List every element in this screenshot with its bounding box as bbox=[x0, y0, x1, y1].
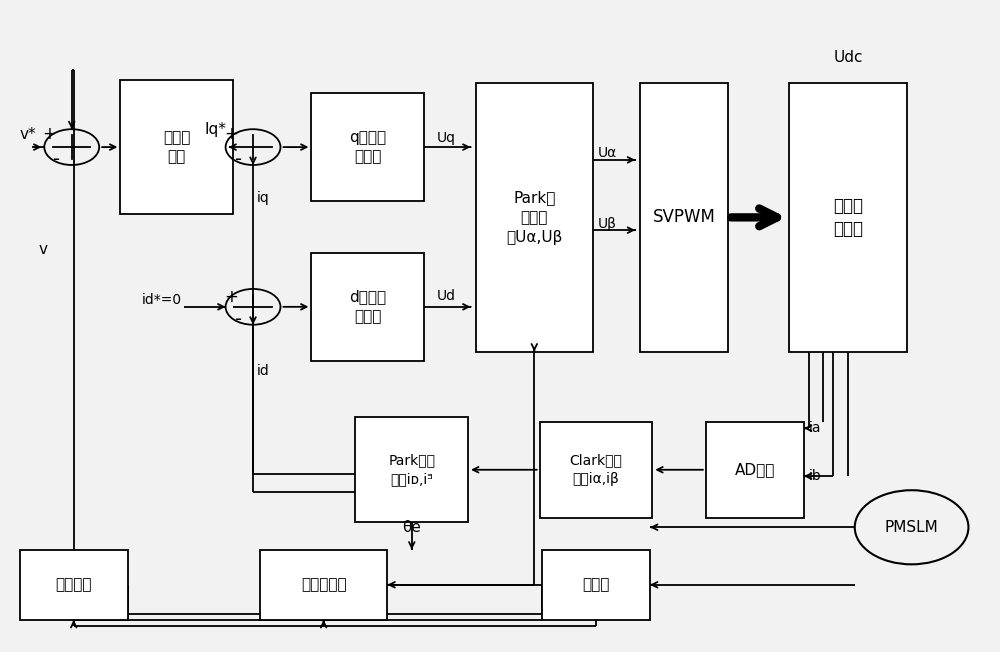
Text: AD采样: AD采样 bbox=[735, 462, 775, 477]
Text: PMSLM: PMSLM bbox=[885, 520, 938, 535]
Text: 光栅尺: 光栅尺 bbox=[582, 577, 610, 592]
FancyBboxPatch shape bbox=[789, 83, 907, 351]
Text: +: + bbox=[225, 125, 238, 143]
FancyBboxPatch shape bbox=[542, 550, 650, 620]
Text: 电角度计算: 电角度计算 bbox=[301, 577, 346, 592]
FancyBboxPatch shape bbox=[355, 417, 468, 522]
Text: 速度计算: 速度计算 bbox=[55, 577, 92, 592]
Text: v*: v* bbox=[19, 126, 36, 142]
Text: 电压型
逆变器: 电压型 逆变器 bbox=[833, 196, 863, 238]
Text: Iq*: Iq* bbox=[205, 122, 227, 137]
FancyBboxPatch shape bbox=[476, 83, 593, 351]
Text: d轴电流
调节器: d轴电流 调节器 bbox=[349, 289, 386, 324]
Text: Ud: Ud bbox=[436, 289, 455, 303]
Text: Uq: Uq bbox=[436, 130, 455, 145]
Text: +: + bbox=[225, 288, 238, 306]
Text: Park逆
变换得
到Uα,Uβ: Park逆 变换得 到Uα,Uβ bbox=[506, 190, 562, 244]
FancyBboxPatch shape bbox=[260, 550, 387, 620]
Text: -: - bbox=[53, 151, 61, 170]
Text: θe: θe bbox=[402, 520, 421, 535]
Text: SVPWM: SVPWM bbox=[653, 209, 716, 226]
Text: ib: ib bbox=[809, 469, 821, 483]
Text: Uβ: Uβ bbox=[598, 216, 617, 231]
FancyBboxPatch shape bbox=[706, 422, 804, 518]
FancyBboxPatch shape bbox=[540, 422, 652, 518]
Text: v: v bbox=[38, 242, 47, 257]
FancyBboxPatch shape bbox=[311, 93, 424, 201]
Text: Clark变换
得到iα,iβ: Clark变换 得到iα,iβ bbox=[570, 454, 622, 486]
FancyBboxPatch shape bbox=[120, 80, 233, 214]
FancyBboxPatch shape bbox=[311, 252, 424, 361]
Text: Uα: Uα bbox=[598, 147, 617, 160]
Text: 速度调
节器: 速度调 节器 bbox=[163, 130, 190, 164]
FancyBboxPatch shape bbox=[20, 550, 128, 620]
Text: -: - bbox=[235, 151, 242, 170]
FancyBboxPatch shape bbox=[640, 83, 728, 351]
Text: id*=0: id*=0 bbox=[141, 293, 182, 308]
Text: Udc: Udc bbox=[833, 50, 863, 65]
Text: ia: ia bbox=[809, 421, 821, 436]
Text: Park变换
得到iᴅ,iᴲ: Park变换 得到iᴅ,iᴲ bbox=[388, 454, 435, 486]
Text: iq: iq bbox=[257, 191, 270, 205]
Text: -: - bbox=[235, 310, 242, 329]
Text: id: id bbox=[257, 364, 270, 378]
Text: q轴电流
调节器: q轴电流 调节器 bbox=[349, 130, 386, 164]
Text: +: + bbox=[42, 125, 56, 143]
